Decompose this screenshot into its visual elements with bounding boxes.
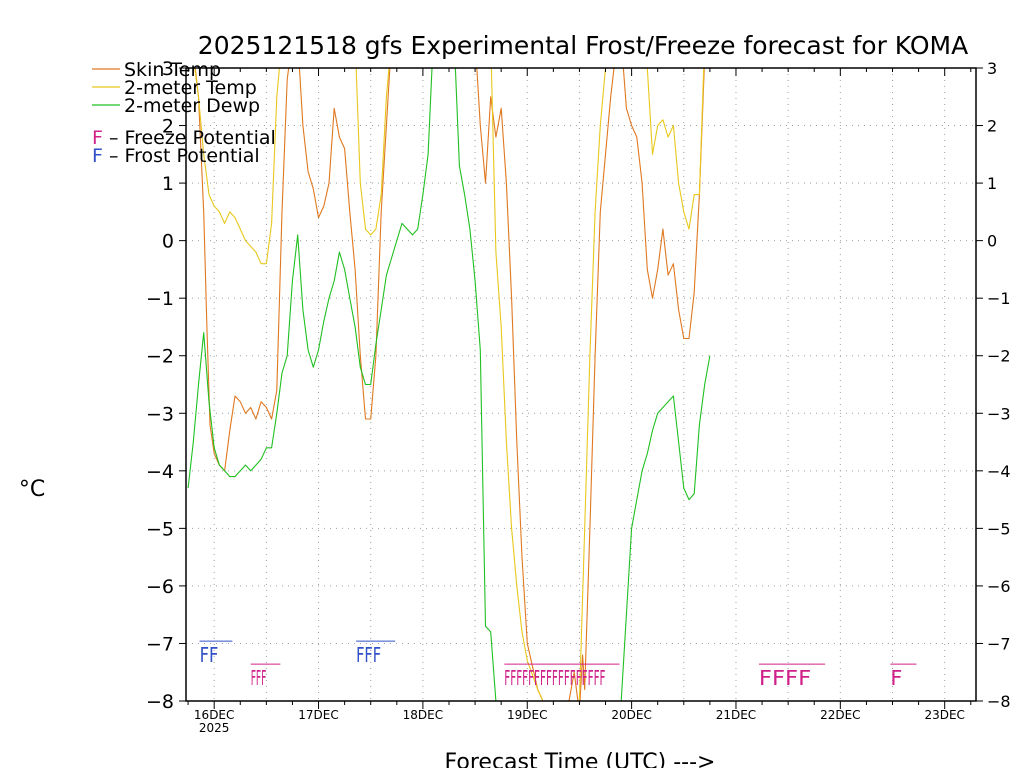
legend-freeze-glyph: F (92, 127, 103, 149)
y-tick-label-right: −3 (987, 404, 1011, 423)
y-tick-label: −4 (146, 461, 174, 483)
series-layer (187, 68, 711, 701)
legend-frost-text: – Frost Potential (103, 145, 260, 167)
legend-label-2m-dewp: 2-meter Dewp (124, 95, 260, 117)
y-tick-label: 3 (162, 58, 174, 80)
y-tick-label: 0 (162, 231, 174, 253)
y-tick-label: −3 (146, 403, 174, 425)
y-tick-label-right: −1 (987, 289, 1011, 308)
x-tick-label: 16DEC (194, 708, 234, 722)
y-tick-label: −8 (146, 691, 174, 713)
y-tick-label: 2 (162, 116, 174, 138)
plot-frame (185, 67, 977, 702)
freeze-potential-marker: FFF (251, 666, 267, 690)
series-line-2-meter-temp (194, 68, 705, 701)
y-tick-label-right: −2 (987, 347, 1011, 366)
x-tick-label: 20DEC (611, 708, 651, 722)
y-tick-label: −1 (146, 288, 174, 310)
chart-title: 2025121518 gfs Experimental Frost/Freeze… (198, 31, 968, 60)
y-axis-label: °C (19, 477, 45, 502)
legend-label-2m-temp: 2-meter Temp (124, 77, 257, 99)
freeze-potential-marker: F (890, 666, 902, 690)
axes: −8 −8 −7 −7 −6 −6 −5 −5 −4 −4 −3 −3 −2 −2 −1 −1 0 0 1 1 2 2 3 3… (146, 58, 1011, 735)
x-tick-label: 18DEC (403, 708, 443, 722)
grid-lines (186, 68, 976, 701)
frost-freeze-markers: FFF FFFFFFFFFFFFFFFFF FFFF FFF FFF (199, 640, 917, 690)
series-line-skin-temp (194, 68, 705, 701)
y-tick-label-right: −8 (987, 692, 1011, 711)
frost-potential-marker: FFF (356, 643, 381, 667)
y-tick-label-right: 1 (987, 174, 997, 193)
y-tick-label: 1 (162, 173, 174, 195)
legend-frost-glyph: F (92, 145, 103, 167)
legend: Skin Temp 2-meter Temp 2-meter Dewp F – … (92, 59, 276, 167)
y-tick-label-right: 2 (987, 117, 997, 136)
frost-potential-marker: FF (200, 643, 219, 667)
legend-freeze-text: – Freeze Potential (103, 127, 276, 149)
legend-label-skin-temp: Skin Temp (124, 59, 221, 81)
y-tick-label-right: −7 (987, 634, 1011, 653)
legend-freeze-line: F – Freeze Potential (92, 127, 276, 149)
y-tick-label-right: 3 (987, 59, 997, 78)
y-tick-label: −5 (146, 518, 174, 540)
y-tick-label: −2 (146, 346, 174, 368)
x-tick-label: 19DEC (507, 708, 547, 722)
freeze-potential-marker: FFFFFFFFFFFFFFFFF (504, 666, 605, 690)
x-tick-label: 21DEC (716, 708, 756, 722)
y-tick-label: −6 (146, 576, 174, 598)
x-tick-label: 23DEC (924, 708, 964, 722)
x-tick-sublabel: 2025 (199, 721, 230, 735)
freeze-potential-marker: FFFF (759, 666, 811, 690)
y-tick-label-right: −5 (987, 519, 1011, 538)
x-tick-label: 22DEC (820, 708, 860, 722)
x-tick-label: 17DEC (298, 708, 338, 722)
y-tick-label-right: −6 (987, 577, 1011, 596)
y-tick-label-right: 0 (987, 232, 997, 251)
x-axis-label: Forecast Time (UTC) ---> (445, 750, 716, 768)
y-tick-label-right: −4 (987, 462, 1011, 481)
y-tick-label: −7 (146, 633, 174, 655)
series-line-2-meter-dewp (187, 68, 711, 701)
legend-frost-line: F – Frost Potential (92, 145, 260, 167)
